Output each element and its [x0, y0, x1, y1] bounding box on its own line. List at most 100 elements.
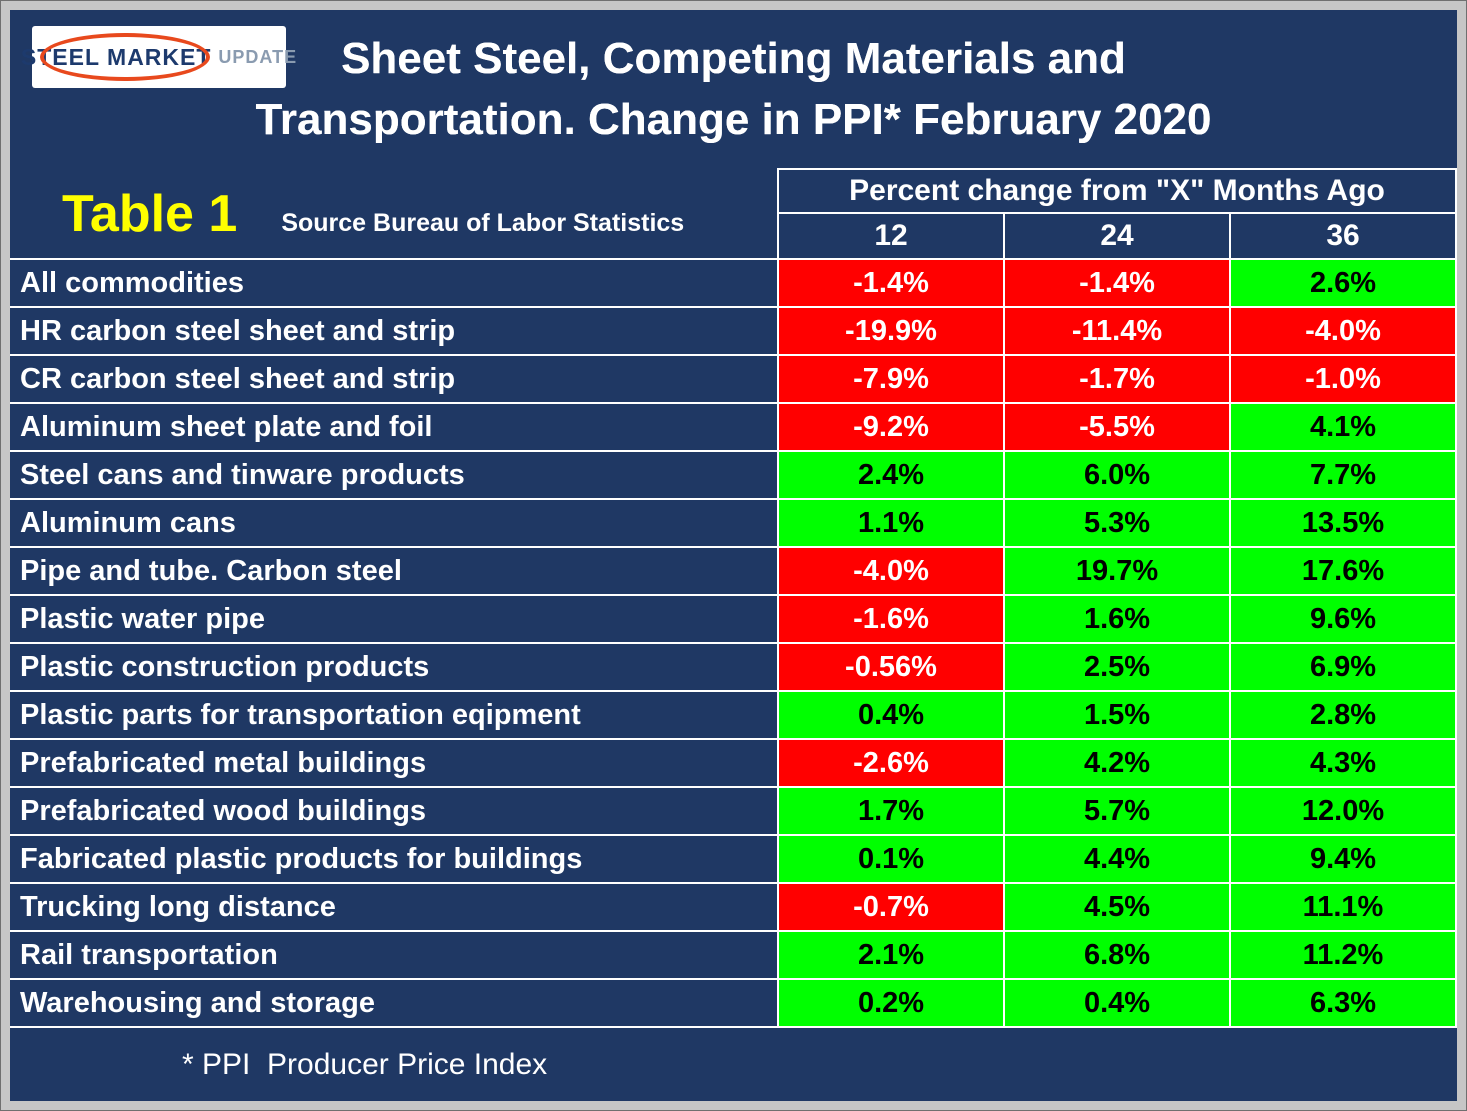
table-row: Plastic construction products -0.56% 2.5% 6…	[10, 642, 1457, 692]
row-label: Rail transportation	[10, 930, 779, 980]
table-row: All commodities -1.4% -1.4% 2.6%	[10, 258, 1457, 308]
table-row: Trucking long distance -0.7% 4.5% 11.1%	[10, 882, 1457, 932]
table-row: Warehousing and storage 0.2% 0.4% 6.3%	[10, 978, 1457, 1028]
footnote-text: * PPI Producer Price Index	[182, 1047, 548, 1081]
row-label: Aluminum cans	[10, 498, 779, 548]
value-cell-negative: -11.4%	[1003, 306, 1231, 356]
value-cell-positive: 6.3%	[1229, 978, 1457, 1028]
row-label: Prefabricated metal buildings	[10, 738, 779, 788]
page-title: Sheet Steel, Competing Materials and Tra…	[255, 28, 1211, 150]
value-cell-negative: -19.9%	[777, 306, 1005, 356]
column-header-24: 24	[1003, 212, 1231, 260]
row-label: All commodities	[10, 258, 779, 308]
table-row: Plastic water pipe -1.6% 1.6% 9.6%	[10, 594, 1457, 644]
value-cell-positive: 11.1%	[1229, 882, 1457, 932]
header: STEEL MARKET UPDATE Sheet Steel, Competi…	[10, 10, 1457, 168]
row-label: HR carbon steel sheet and strip	[10, 306, 779, 356]
value-cell-negative: -1.4%	[777, 258, 1005, 308]
value-cell-positive: 0.1%	[777, 834, 1005, 884]
value-cell-positive: 4.4%	[1003, 834, 1231, 884]
logo-word-market: MARKET	[107, 43, 212, 70]
value-cell-positive: 2.1%	[777, 930, 1005, 980]
table-number-label: Table 1	[62, 184, 238, 243]
value-cell-positive: 1.6%	[1003, 594, 1231, 644]
row-label: Aluminum sheet plate and foil	[10, 402, 779, 452]
value-cell-positive: 5.3%	[1003, 498, 1231, 548]
value-cell-positive: 12.0%	[1229, 786, 1457, 836]
table-row: Aluminum sheet plate and foil -9.2% -5.5% 4…	[10, 402, 1457, 452]
value-cell-positive: 4.3%	[1229, 738, 1457, 788]
row-label: Plastic construction products	[10, 642, 779, 692]
table-row: CR carbon steel sheet and strip -7.9% -1.7…	[10, 354, 1457, 404]
row-label: Fabricated plastic products for building…	[10, 834, 779, 884]
row-label: Plastic parts for transportation eqipmen…	[10, 690, 779, 740]
slide-canvas: STEEL MARKET UPDATE Sheet Steel, Competi…	[10, 10, 1457, 1101]
value-cell-positive: 9.4%	[1229, 834, 1457, 884]
value-cell-positive: 2.8%	[1229, 690, 1457, 740]
value-cell-positive: 0.4%	[1003, 978, 1231, 1028]
value-cell-positive: 7.7%	[1229, 450, 1457, 500]
title-line-2: Transportation. Change in PPI* February …	[255, 95, 1212, 144]
row-label: Prefabricated wood buildings	[10, 786, 779, 836]
value-cell-positive: 19.7%	[1003, 546, 1231, 596]
value-cell-negative: -1.0%	[1229, 354, 1457, 404]
table-source-label: Source Bureau of Labor Statistics	[281, 208, 685, 237]
table-row: Steel cans and tinware products 2.4% 6.0% 7…	[10, 450, 1457, 500]
value-cell-negative: -0.56%	[777, 642, 1005, 692]
table-row: Prefabricated wood buildings 1.7% 5.7% 12.0…	[10, 786, 1457, 836]
value-cell-positive: 17.6%	[1229, 546, 1457, 596]
value-cell-positive: 5.7%	[1003, 786, 1231, 836]
value-cell-positive: 4.1%	[1229, 402, 1457, 452]
value-cell-negative: -4.0%	[777, 546, 1005, 596]
row-label: Pipe and tube. Carbon steel	[10, 546, 779, 596]
value-cell-positive: 1.1%	[777, 498, 1005, 548]
value-cell-positive: 11.2%	[1229, 930, 1457, 980]
title-line-1: Sheet Steel, Competing Materials and	[341, 34, 1126, 83]
row-label: CR carbon steel sheet and strip	[10, 354, 779, 404]
row-label: Steel cans and tinware products	[10, 450, 779, 500]
value-cell-positive: 6.8%	[1003, 930, 1231, 980]
value-cell-negative: -1.4%	[1003, 258, 1231, 308]
table-body: All commodities -1.4% -1.4% 2.6% HR carbon s…	[10, 258, 1457, 1028]
table-row: Rail transportation 2.1% 6.8% 11.2%	[10, 930, 1457, 980]
ppi-table: Table 1 Source Bureau of Labor Statistic…	[10, 168, 1457, 1028]
value-cell-positive: 6.9%	[1229, 642, 1457, 692]
value-cell-positive: 9.6%	[1229, 594, 1457, 644]
value-cell-positive: 0.2%	[777, 978, 1005, 1028]
logo-word-update: UPDATE	[218, 46, 298, 67]
logo-word-steel: STEEL	[20, 43, 101, 70]
value-cell-negative: -1.6%	[777, 594, 1005, 644]
value-cell-positive: 13.5%	[1229, 498, 1457, 548]
value-cell-negative: -1.7%	[1003, 354, 1231, 404]
value-cell-positive: 4.5%	[1003, 882, 1231, 932]
value-cell-positive: 2.4%	[777, 450, 1005, 500]
table-row: Prefabricated metal buildings -2.6% 4.2% 4.…	[10, 738, 1457, 788]
row-label: Plastic water pipe	[10, 594, 779, 644]
table-row: Pipe and tube. Carbon steel -4.0% 19.7% 17.…	[10, 546, 1457, 596]
value-cell-negative: -2.6%	[777, 738, 1005, 788]
table-row: HR carbon steel sheet and strip -19.9% -11…	[10, 306, 1457, 356]
column-group-header: Percent change from "X" Months Ago	[777, 168, 1457, 214]
row-label: Warehousing and storage	[10, 978, 779, 1028]
value-cell-positive: 4.2%	[1003, 738, 1231, 788]
value-cell-positive: 1.5%	[1003, 690, 1231, 740]
steel-market-update-logo: STEEL MARKET UPDATE	[21, 26, 296, 88]
value-cell-positive: 0.4%	[777, 690, 1005, 740]
table-row: Plastic parts for transportation eqipmen…	[10, 690, 1457, 740]
table-row: Aluminum cans 1.1% 5.3% 13.5%	[10, 498, 1457, 548]
value-cell-negative: -9.2%	[777, 402, 1005, 452]
row-label: Trucking long distance	[10, 882, 779, 932]
table-row: Fabricated plastic products for building…	[10, 834, 1457, 884]
value-cell-negative: -7.9%	[777, 354, 1005, 404]
table-corner-header: Table 1 Source Bureau of Labor Statistic…	[10, 169, 779, 260]
value-cell-positive: 2.6%	[1229, 258, 1457, 308]
value-cell-positive: 1.7%	[777, 786, 1005, 836]
value-cell-negative: -5.5%	[1003, 402, 1231, 452]
column-header-12: 12	[777, 212, 1005, 260]
column-header-36: 36	[1229, 212, 1457, 260]
value-cell-negative: -0.7%	[777, 882, 1005, 932]
footnote: * PPI Producer Price Index	[10, 1028, 1457, 1101]
value-cell-positive: 6.0%	[1003, 450, 1231, 500]
value-cell-positive: 2.5%	[1003, 642, 1231, 692]
